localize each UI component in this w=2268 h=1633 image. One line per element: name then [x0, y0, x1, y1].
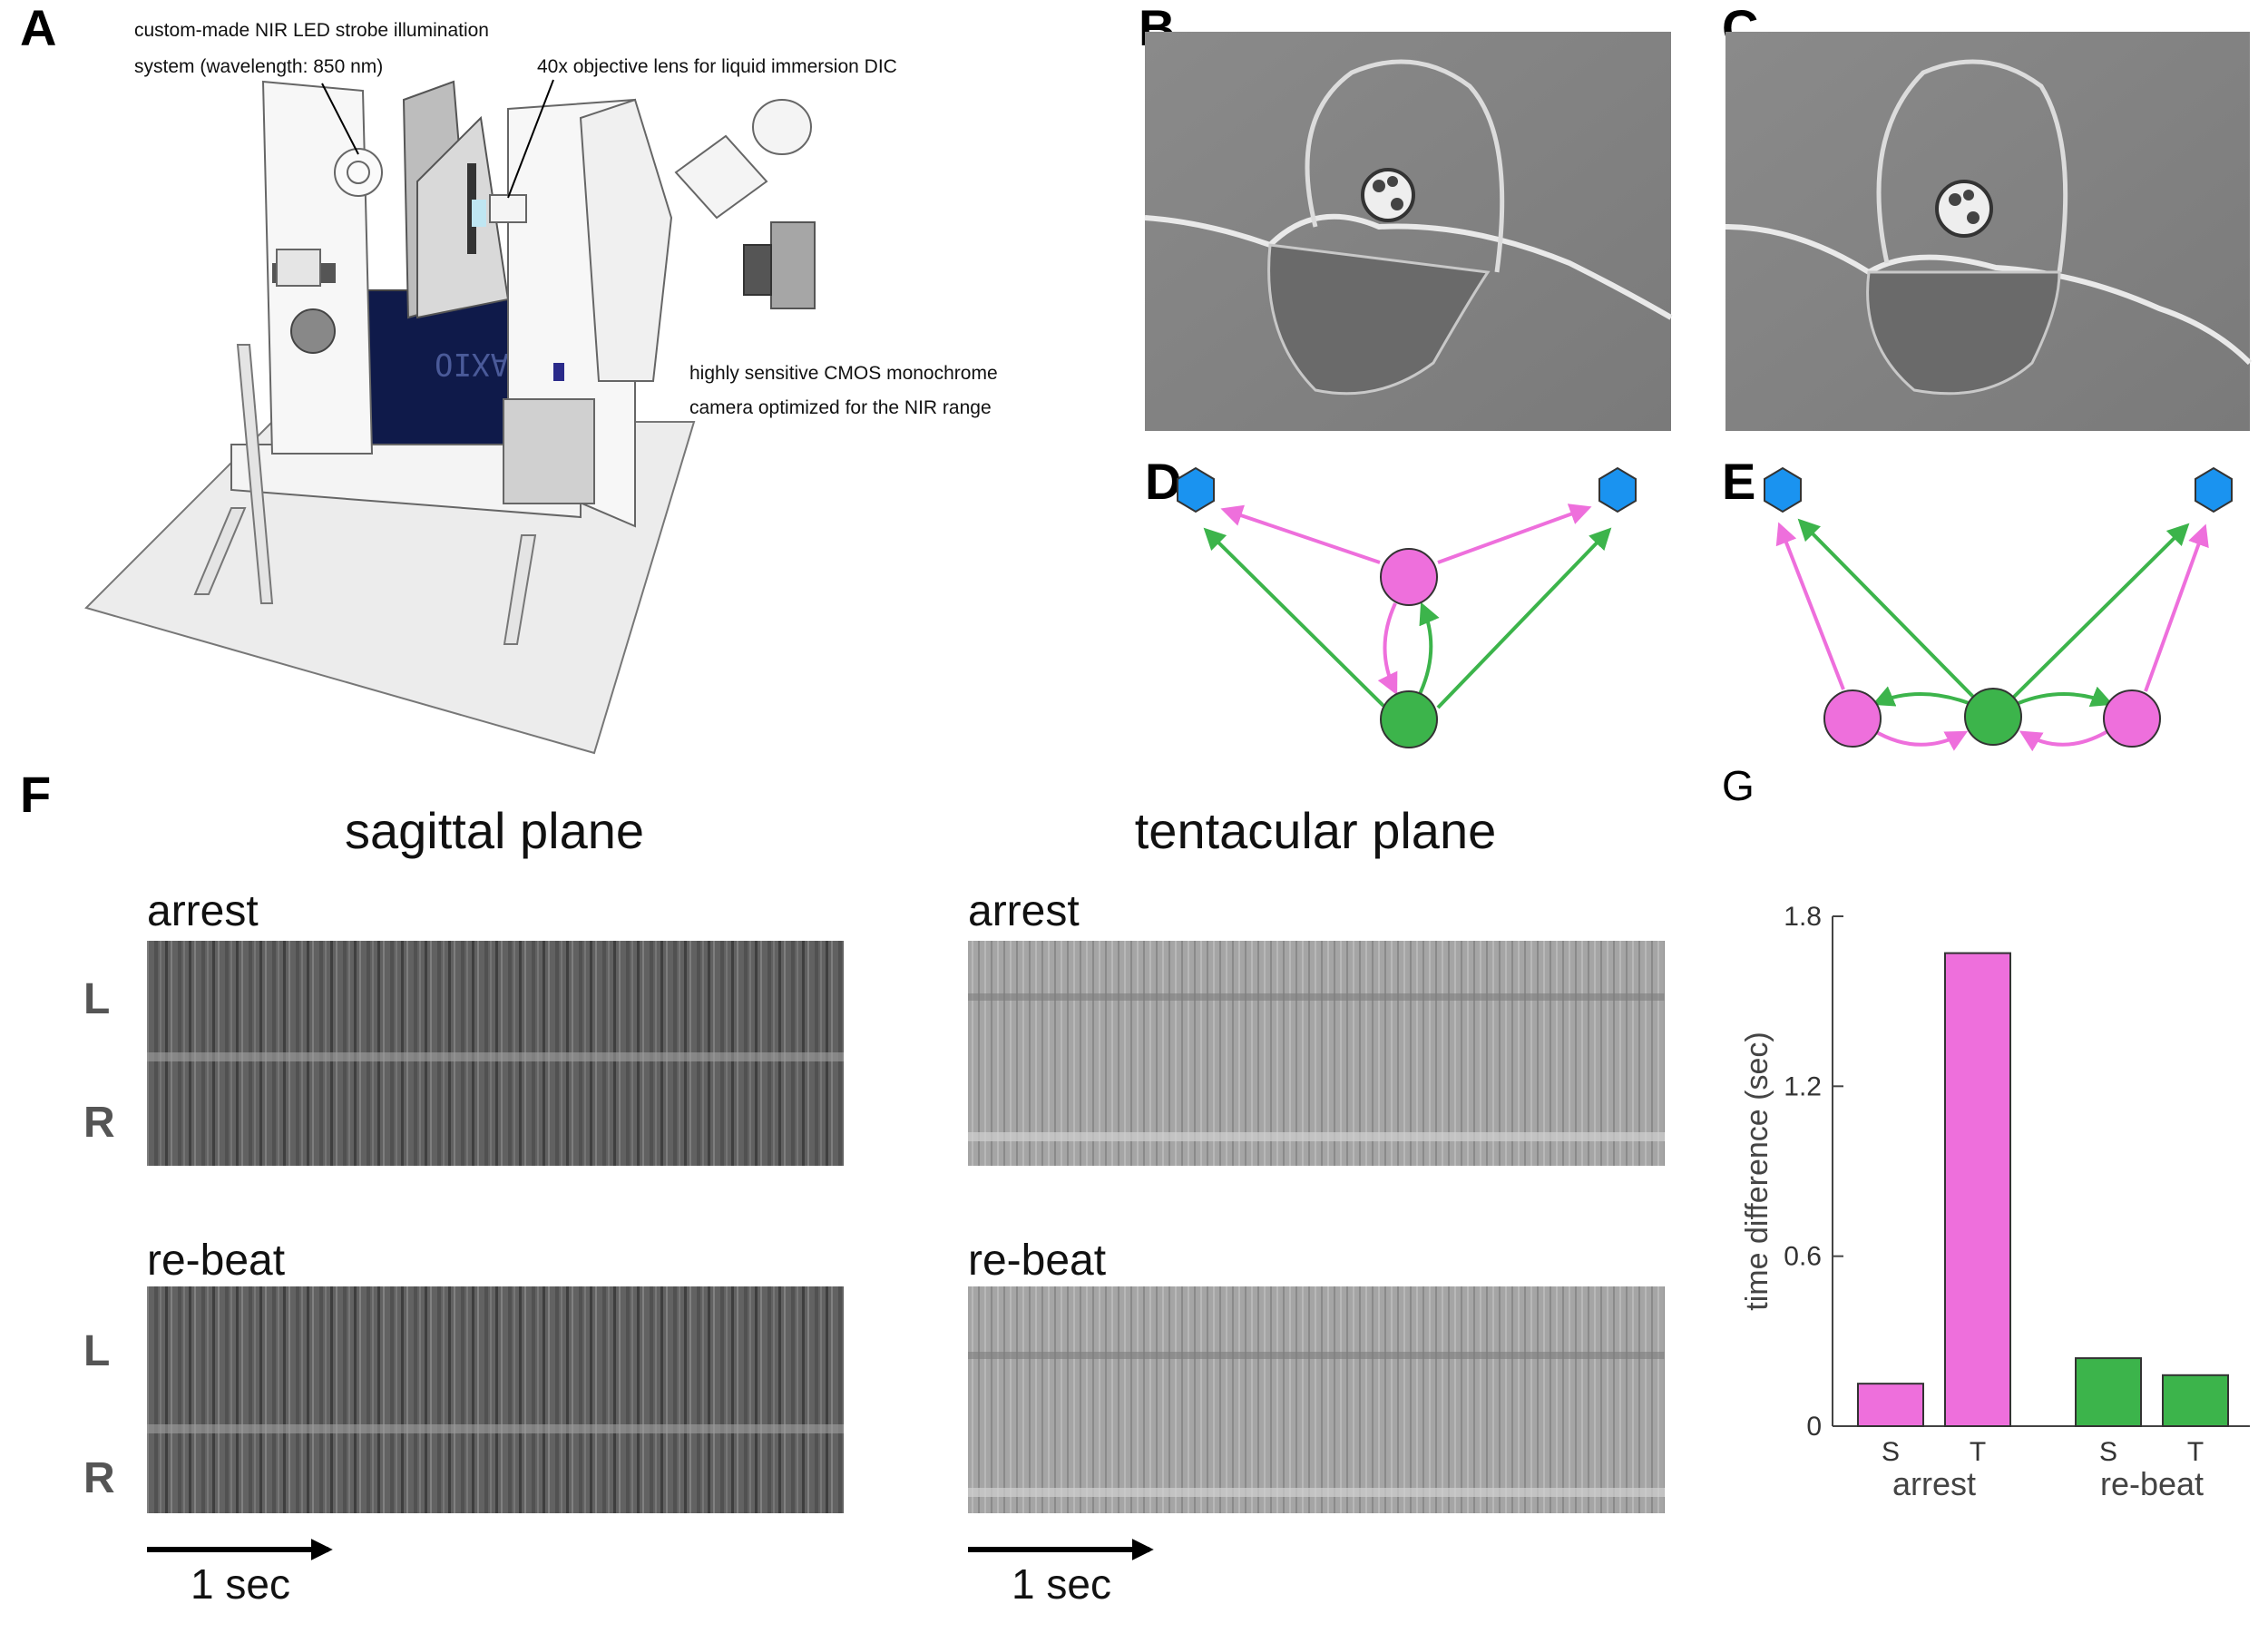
x-category-label: S [1882, 1437, 1900, 1467]
tentacular-arrest-label: arrest [968, 887, 1080, 935]
sagittal-plane-title: sagittal plane [345, 802, 644, 859]
panel-label-f: F [20, 766, 51, 823]
y-axis-label: time difference (sec) [1740, 1032, 1774, 1310]
edge-green-to-left-hex [1797, 518, 1977, 700]
annotation-led-line-1: custom-made NIR LED strobe illumination [134, 20, 489, 41]
tentacular-rebeat-label: re-beat [968, 1237, 1106, 1285]
kymograph-tentacular-arrest [968, 941, 1665, 1166]
sagittal-rebeat-label: re-beat [147, 1237, 285, 1285]
edge-green-to-left-hex [1203, 527, 1385, 708]
edge-right-magenta-to-green [2019, 728, 2111, 752]
node-circle-green [1380, 690, 1438, 748]
edge-magenta-to-green [1377, 602, 1398, 696]
edge-magenta-to-left-hex [1220, 504, 1381, 564]
node-hexagon-left [1177, 466, 1215, 513]
edge-magenta-to-right-hex [1437, 504, 1592, 564]
tentacular-plane-title: tentacular plane [1135, 802, 1497, 859]
annotation-objective-pointer [507, 79, 554, 199]
sagittal-rebeat-left-label: L [83, 1327, 110, 1375]
edge-green-to-magenta [1418, 601, 1440, 695]
panel-label-d: D [1145, 453, 1181, 510]
panel-label-g: G [1722, 762, 1755, 809]
panel-label-e: E [1722, 453, 1755, 510]
bar-arrest-S [1857, 1383, 1924, 1427]
edge-green-to-right-hex [2010, 523, 2190, 700]
node-circle-magenta-right [2103, 689, 2161, 748]
kymograph-tentacular-rebeat [968, 1286, 1665, 1513]
y-tick-label: 0 [1806, 1412, 1822, 1442]
network-d [1177, 466, 1637, 748]
node-circle-green [1964, 688, 2022, 746]
sagittal-rebeat-right-label: R [83, 1454, 115, 1502]
node-hexagon-right [1598, 466, 1637, 513]
micrograph-b [1144, 32, 1673, 431]
micrograph-c [1725, 32, 2253, 431]
kymograph-sagittal-rebeat [147, 1286, 844, 1513]
group-label-arrest: arrest [1892, 1465, 1976, 1502]
scalebar-label-sagittal: 1 sec [191, 1560, 290, 1608]
annotation-objective: 40x objective lens for liquid immersion … [537, 56, 897, 77]
annotation-camera-line-2: camera optimized for the NIR range [689, 397, 992, 418]
edge-green-to-right-hex [1436, 527, 1612, 709]
sagittal-arrest-label: arrest [147, 887, 259, 935]
scalebar-label-tentacular: 1 sec [1012, 1560, 1111, 1608]
group-label-re-beat: re-beat [2100, 1465, 2204, 1502]
node-hexagon-right [2195, 466, 2233, 513]
edge-left-magenta-to-green [1872, 728, 1969, 751]
y-tick-label: 1.8 [1784, 902, 1822, 932]
bar-re-beat-T [2162, 1374, 2229, 1428]
edge-left-magenta-to-left-hex [1775, 522, 1845, 690]
sagittal-arrest-right-label: R [83, 1099, 115, 1147]
edge-right-magenta-to-right-hex [2144, 523, 2209, 692]
x-category-label: S [2099, 1437, 2117, 1467]
bar-arrest-T [1944, 952, 2011, 1427]
annotation-camera-line-1: highly sensitive CMOS monochrome [689, 363, 998, 384]
edge-green-to-right-magenta [2018, 686, 2114, 708]
sagittal-arrest-left-label: L [83, 975, 110, 1023]
annotation-led-line-2: system (wavelength: 850 nm) [134, 56, 383, 77]
microscope-illustration: AXIO [84, 80, 816, 755]
bar-re-beat-S [2075, 1357, 2142, 1427]
node-circle-magenta [1380, 548, 1438, 606]
panel-label-a: A [20, 0, 56, 56]
annotation-led-pointer [321, 83, 359, 155]
node-hexagon-left [1764, 466, 1802, 513]
network-e [1764, 466, 2233, 752]
y-tick-label: 1.2 [1784, 1071, 1822, 1101]
axio-brand-label: AXIO [435, 346, 509, 382]
kymograph-sagittal-arrest [147, 941, 844, 1166]
node-circle-magenta-left [1823, 689, 1882, 748]
x-category-label: T [2187, 1437, 2204, 1467]
y-tick-label: 0.6 [1784, 1242, 1822, 1272]
edge-green-to-left-magenta [1872, 686, 1970, 707]
x-category-label: T [1970, 1437, 1986, 1467]
